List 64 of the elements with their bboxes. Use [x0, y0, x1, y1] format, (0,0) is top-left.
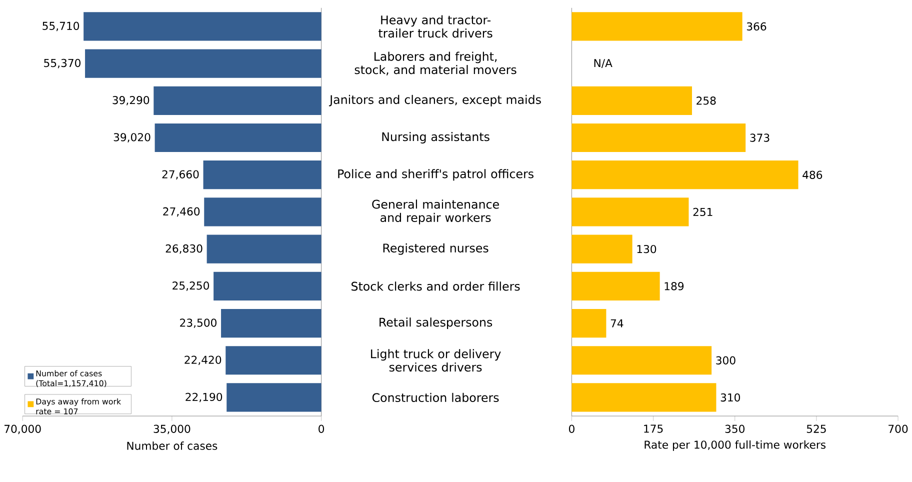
- bar: [226, 346, 322, 375]
- data-label: 130: [637, 244, 656, 254]
- data-label: 74: [610, 319, 624, 328]
- data-label: 373: [750, 134, 770, 142]
- y-tick-label: Police and sheriff's patrol officers: [338, 169, 534, 181]
- y-tick-label: Nursing assistants: [382, 132, 490, 144]
- data-label: 189: [664, 282, 684, 290]
- bar: [204, 198, 322, 226]
- bar: [214, 272, 322, 300]
- x-tick-label: 525: [806, 424, 826, 433]
- bar: [85, 49, 322, 78]
- data-label: 486: [802, 170, 822, 179]
- data-label: 27,460: [163, 207, 200, 217]
- x-tick-label: 0: [318, 424, 324, 433]
- data-label: 22,190: [186, 392, 222, 402]
- y-tick-label: Heavy and tractor-trailer truck drivers: [378, 15, 492, 38]
- x-tick-label: 0: [568, 424, 574, 433]
- bar: [203, 160, 322, 190]
- y-tick-label: Stock clerks and order fillers: [352, 282, 520, 291]
- data-label: 55,370: [44, 58, 80, 68]
- data-label: 22,420: [184, 356, 222, 365]
- data-label: 258: [696, 96, 716, 105]
- data-label: 25,250: [172, 281, 210, 291]
- data-label: 26,830: [166, 244, 202, 254]
- y-tick-label: General maintenance and repair workers: [372, 200, 499, 224]
- bar: [206, 234, 322, 264]
- bar: [572, 383, 716, 412]
- x-axis-title: Number of cases: [127, 441, 218, 450]
- bar: [572, 308, 606, 338]
- bar: [572, 123, 746, 152]
- data-label: 55,710: [42, 22, 80, 32]
- x-axis-title: Rate per 10,000 full-time workers: [644, 440, 826, 451]
- x-tick-label: 175: [644, 424, 663, 433]
- y-tick-label: Construction laborers: [372, 392, 499, 402]
- data-label: 366: [746, 22, 766, 31]
- y-tick-label: Laborers and freight, stock, and material movers: [354, 52, 516, 76]
- bar: [572, 346, 712, 375]
- y-tick-label: Retail salespersons: [380, 318, 492, 329]
- data-label: 300: [716, 356, 736, 364]
- bar: [572, 272, 660, 300]
- bar: [221, 308, 322, 338]
- bar: [572, 234, 632, 264]
- data-label: 27,660: [162, 170, 199, 180]
- bar: [226, 383, 322, 412]
- bar: [572, 160, 798, 190]
- bar: [572, 198, 689, 226]
- bar: [572, 86, 692, 115]
- data-label: 251: [693, 208, 712, 216]
- bar: [84, 12, 322, 41]
- x-tick-label: 350: [725, 424, 744, 433]
- bar: [154, 86, 322, 115]
- x-tick-label: 70,000: [4, 424, 41, 434]
- x-tick-label: 35,000: [154, 424, 190, 434]
- data-label: 23,500: [180, 318, 216, 328]
- data-label: 39,020: [114, 133, 150, 142]
- bar: [154, 123, 322, 152]
- y-tick-label: Janitors and cleaners, except maids: [328, 94, 541, 106]
- text: N/A: [594, 59, 612, 68]
- x-tick-label: 700: [888, 424, 908, 433]
- data-label: 310: [720, 393, 740, 402]
- y-tick-label: Light truck or delivery services drivers: [371, 349, 501, 372]
- data-label: 39,290: [112, 96, 150, 106]
- bar: [572, 12, 742, 41]
- y-tick-label: Registered nurses: [383, 243, 488, 255]
